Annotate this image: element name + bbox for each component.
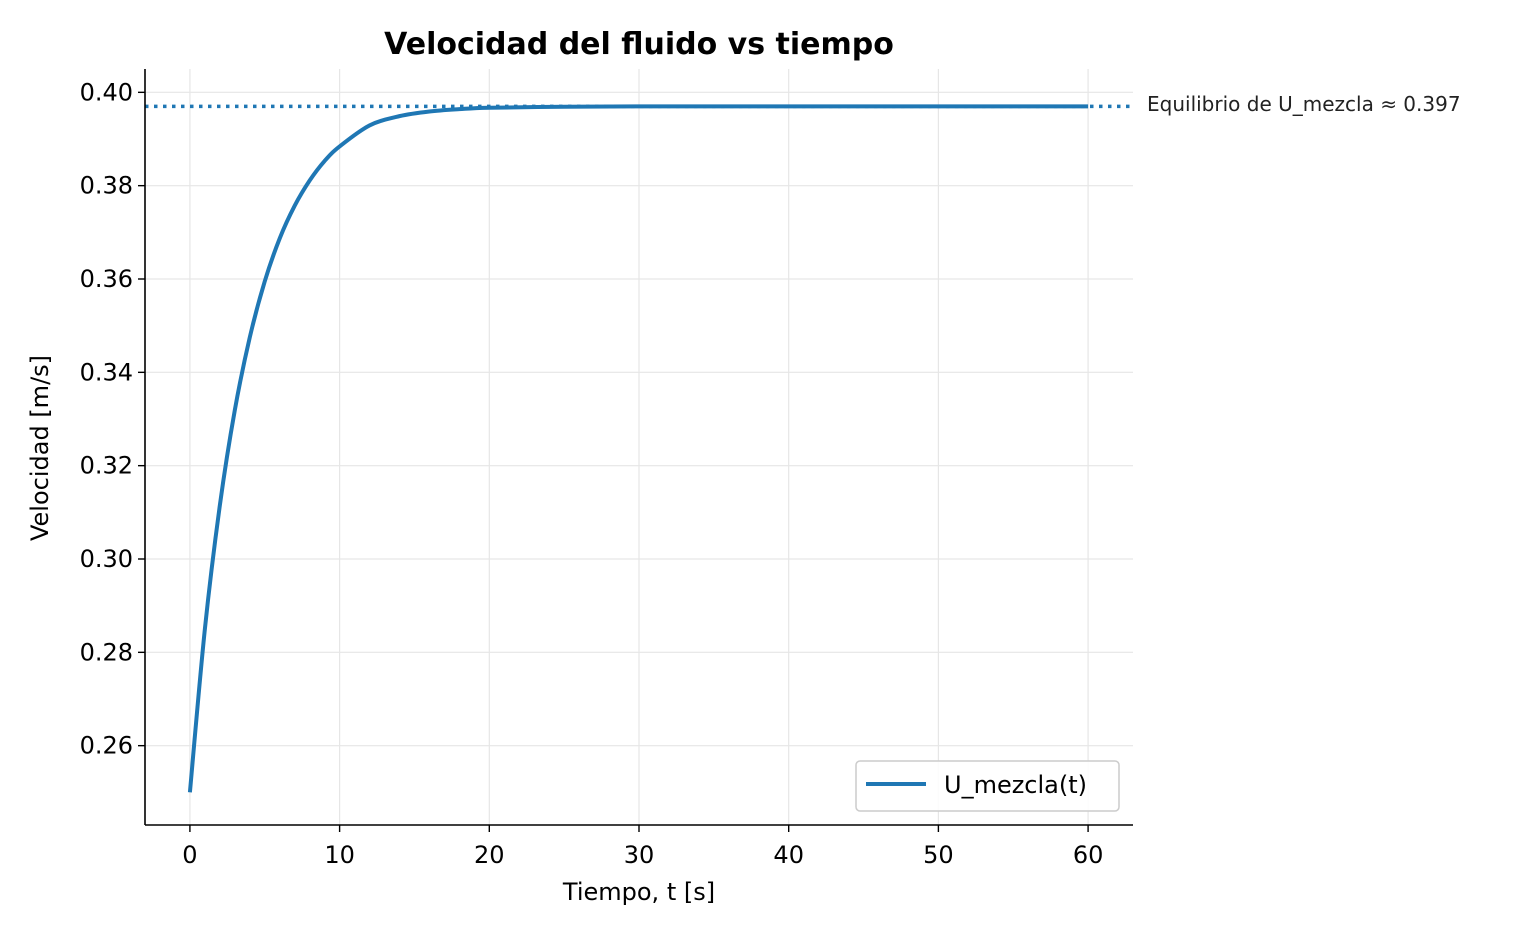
x-tick-label: 30 xyxy=(624,841,655,869)
ticks: 0 10 20 30 40 50 60 0.26 0.28 0.30 0.32 0.34 0.36 0.3… xyxy=(80,78,1104,869)
y-axis-label: Velocidad [m/s] xyxy=(26,355,54,541)
y-tick-label: 0.34 xyxy=(80,358,133,386)
x-tick-label: 40 xyxy=(773,841,804,869)
y-tick-label: 0.40 xyxy=(80,78,133,106)
y-tick-label: 0.28 xyxy=(80,638,133,666)
y-tick-label: 0.38 xyxy=(80,172,133,200)
y-tick-label: 0.30 xyxy=(80,545,133,573)
grid xyxy=(145,69,1133,825)
y-tick-label: 0.32 xyxy=(80,452,133,480)
x-tick-label: 0 xyxy=(182,841,197,869)
equilibrium-annotation: Equilibrio de U_mezcla ≈ 0.397 xyxy=(1147,92,1461,116)
x-tick-label: 10 xyxy=(324,841,355,869)
legend-label: U_mezcla(t) xyxy=(944,771,1087,799)
x-tick-label: 60 xyxy=(1073,841,1104,869)
y-tick-label: 0.26 xyxy=(80,732,133,760)
chart-title: Velocidad del fluido vs tiempo xyxy=(384,27,894,62)
x-tick-label: 20 xyxy=(474,841,505,869)
y-tick-label: 0.36 xyxy=(80,265,133,293)
legend: U_mezcla(t) xyxy=(856,761,1119,811)
x-axis-label: Tiempo, t [s] xyxy=(562,878,715,906)
x-tick-label: 50 xyxy=(923,841,954,869)
